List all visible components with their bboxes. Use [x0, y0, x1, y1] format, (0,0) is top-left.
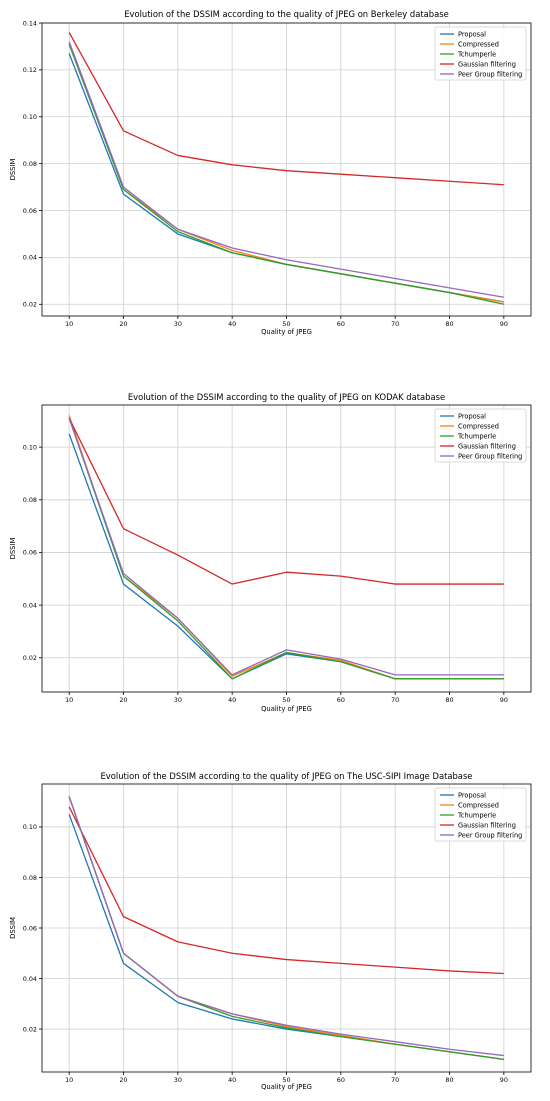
chart-panel-2: Evolution of the DSSIM according to the …	[9, 392, 532, 713]
x-tick-label: 40	[228, 696, 236, 704]
legend-entry-label: Proposal	[458, 412, 486, 420]
series-line-gaussian-filtering	[68, 806, 504, 975]
x-tick-label: 10	[65, 320, 73, 328]
x-tick-label: 20	[119, 320, 127, 328]
chart-title: Evolution of the DSSIM according to the …	[124, 9, 449, 19]
x-tick-label: 80	[445, 1076, 453, 1084]
legend-entry-label: Gaussian filtering	[458, 60, 516, 68]
y-tick-label: 0.08	[23, 874, 37, 882]
legend-box	[434, 787, 527, 842]
y-tick-label: 0.14	[23, 19, 37, 27]
x-tick-label: 30	[174, 696, 182, 704]
y-tick-label: 0.04	[23, 254, 37, 262]
y-tick-label: 0.06	[23, 924, 37, 932]
x-tick-label: 40	[228, 1076, 236, 1084]
x-tick-label: 20	[119, 696, 127, 704]
legend-entry-label: Proposal	[458, 30, 486, 38]
x-tick-label: 90	[500, 696, 508, 704]
x-tick-label: 20	[119, 1076, 127, 1084]
series-line-tchumperle	[68, 417, 504, 680]
legend-entry-label: Peer Group filtering	[458, 452, 522, 460]
y-tick-label: 0.02	[23, 301, 37, 309]
legend: Proposal Compressed Tchumperle Gaussian fil…	[434, 408, 527, 463]
y-tick-label: 0.02	[23, 1025, 37, 1033]
legend: Proposal Compressed Tchumperle Gaussian fil…	[434, 26, 527, 81]
series-line-gaussian-filtering	[68, 417, 504, 585]
chart-panel-3: Evolution of the DSSIM according to the …	[9, 771, 532, 1091]
x-tick-label: 10	[65, 1076, 73, 1084]
x-tick-label: 50	[282, 320, 290, 328]
y-tick-label: 0.04	[23, 601, 37, 609]
legend-entry-label: Proposal	[458, 791, 486, 799]
series-line-peer-group-filtering	[68, 796, 504, 1057]
legend-entry-label: Tchumperle	[457, 50, 496, 58]
y-tick-label: 0.08	[23, 160, 37, 168]
y-tick-label: 0.10	[23, 443, 37, 451]
legend-entry-label: Gaussian filtering	[458, 442, 516, 450]
series-line-peer-group-filtering	[68, 41, 504, 298]
chart-panel-1: Evolution of the DSSIM according to the …	[9, 9, 532, 336]
x-tick-label: 30	[174, 320, 182, 328]
series-line-tchumperle	[68, 43, 504, 305]
x-tick-label: 90	[500, 1076, 508, 1084]
x-tick-label: 80	[445, 696, 453, 704]
x-axis-label: Quality of JPEG	[261, 1083, 312, 1091]
y-axis-label: DSSIM	[9, 917, 17, 939]
legend-entry-label: Gaussian filtering	[458, 821, 516, 829]
x-tick-label: 60	[337, 320, 345, 328]
y-tick-label: 0.10	[23, 823, 37, 831]
x-tick-label: 70	[391, 696, 399, 704]
legend-entry-label: Compressed	[458, 801, 499, 809]
legend-entry-label: Compressed	[458, 40, 499, 48]
y-axis-label: DSSIM	[9, 159, 17, 181]
x-tick-label: 90	[500, 320, 508, 328]
legend-entry-label: Compressed	[458, 422, 499, 430]
y-tick-label: 0.06	[23, 549, 37, 557]
x-tick-label: 30	[174, 1076, 182, 1084]
y-tick-label: 0.04	[23, 975, 37, 983]
legend-entry-label: Peer Group filtering	[458, 831, 522, 839]
x-tick-label: 80	[445, 320, 453, 328]
legend: Proposal Compressed Tchumperle Gaussian fil…	[434, 787, 527, 842]
x-axis-label: Quality of JPEG	[261, 705, 312, 713]
y-tick-label: 0.06	[23, 207, 37, 215]
y-tick-label: 0.12	[23, 66, 37, 74]
y-tick-label: 0.08	[23, 496, 37, 504]
legend-box	[434, 408, 527, 463]
x-tick-label: 50	[282, 696, 290, 704]
x-tick-label: 70	[391, 1076, 399, 1084]
series-line-gaussian-filtering	[68, 32, 504, 186]
x-tick-label: 10	[65, 696, 73, 704]
x-axis-label: Quality of JPEG	[261, 328, 312, 336]
y-tick-label: 0.02	[23, 654, 37, 662]
y-axis-label: DSSIM	[9, 538, 17, 560]
x-tick-label: 50	[282, 1076, 290, 1084]
legend-entry-label: Tchumperle	[457, 811, 496, 819]
y-tick-label: 0.10	[23, 113, 37, 121]
x-tick-label: 60	[337, 1076, 345, 1084]
chart-title: Evolution of the DSSIM according to the …	[101, 771, 473, 781]
legend-entry-label: Peer Group filtering	[458, 70, 522, 78]
x-tick-label: 40	[228, 320, 236, 328]
series-line-peer-group-filtering	[68, 417, 504, 676]
x-tick-label: 70	[391, 320, 399, 328]
x-tick-label: 60	[337, 696, 345, 704]
legend-box	[434, 26, 527, 81]
chart-title: Evolution of the DSSIM according to the …	[128, 392, 445, 402]
legend-entry-label: Tchumperle	[457, 432, 496, 440]
